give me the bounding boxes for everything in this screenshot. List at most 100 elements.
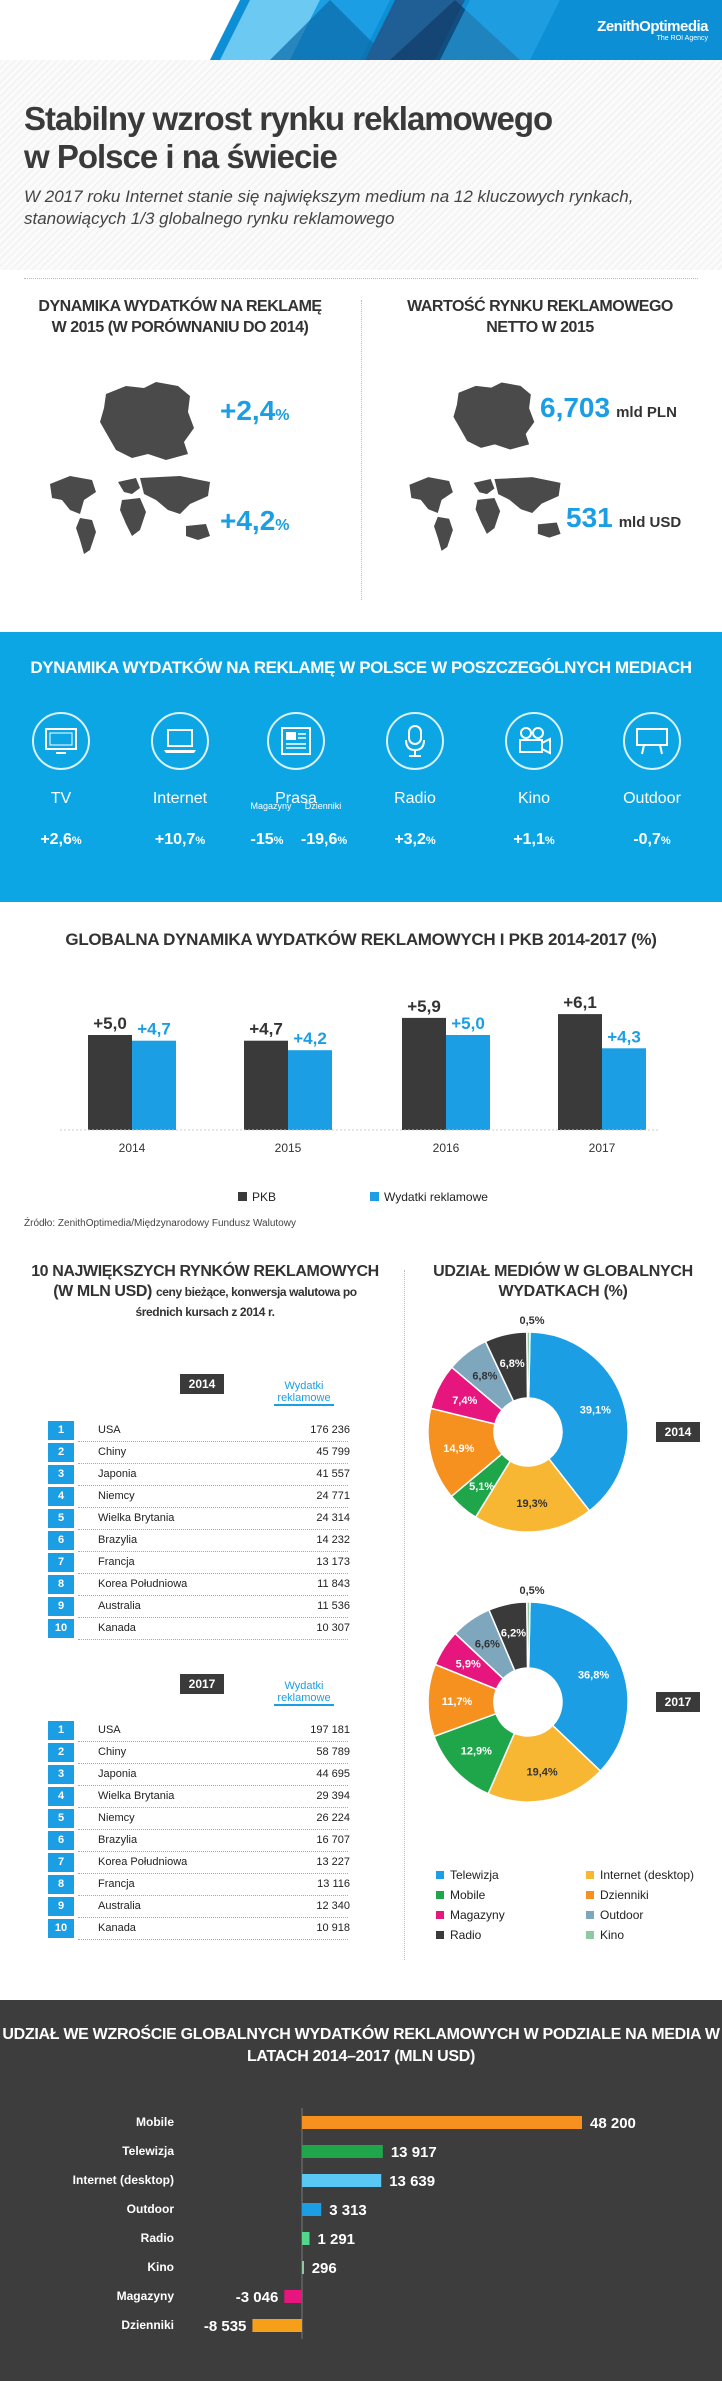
tv-icon [32, 712, 90, 770]
pie-year-tag [656, 1692, 700, 1712]
legend-item: Radio [436, 1928, 481, 1942]
poland-map-icon-2 [453, 382, 535, 450]
rank-number: 9 [48, 1597, 74, 1616]
country-name: Chiny [98, 1746, 127, 1758]
slice-label: 6,6% [475, 1639, 500, 1651]
slice-label: 6,2% [501, 1628, 526, 1640]
legend-label: Telewizja [450, 1868, 499, 1882]
top10-title: 10 NAJWIĘKSZYCH RYNKÓW REKLAMOWYCH (W ML… [31, 1263, 379, 1319]
media-value-dzienniki: -19,6% [300, 831, 348, 848]
country-name: Australia [98, 1900, 141, 1912]
header: Stabilny wzrost rynku reklamowego w Pols… [0, 60, 722, 270]
slice-label: 5,1% [469, 1481, 494, 1493]
rank-number: 2 [48, 1443, 74, 1462]
country-name: Chiny [98, 1446, 127, 1458]
media-poland-title: DYNAMIKA WYDATKÓW NA REKLAMĘ W POLSCE W … [30, 658, 692, 677]
top10-note: ceny bieżące, konwersja walutowa po śred… [135, 1285, 357, 1319]
page-subtitle: W 2017 roku Internet stanie się najwięks… [24, 187, 634, 228]
spend-header: Wydatki reklamowe [274, 1380, 334, 1406]
usd-value: 531 mld USD [566, 502, 682, 533]
dynamics-title: DYNAMIKA WYDATKÓW NA REKLAMĘ W 2015 (W P… [38, 298, 322, 336]
legend-swatch [586, 1871, 594, 1879]
pie-slice-internet-desktop- [487, 1724, 602, 1803]
spend-value: 197 181 [310, 1724, 350, 1736]
poland-dynamics: +2,4% [220, 395, 290, 426]
table-row: 5 Wielka Brytania 24 314 [48, 1508, 350, 1530]
rank-number: 2 [48, 1743, 74, 1762]
spend-value: 44 695 [316, 1768, 350, 1780]
data-label: -3 046 [236, 2289, 279, 2306]
rank-number: 3 [48, 1765, 74, 1784]
table-row: 3 Japonia 41 557 [48, 1464, 350, 1486]
spend-header: Wydatki reklamowe [274, 1680, 334, 1706]
table-row: 5 Niemcy 26 224 [48, 1808, 350, 1830]
media-name-radio: Radio [394, 790, 436, 807]
category-label: Outdoor [127, 2202, 175, 2216]
rank-number: 7 [48, 1853, 74, 1872]
slice-label: 0,5% [519, 1315, 544, 1327]
legend-item: Outdoor [586, 1908, 643, 1922]
legend-label: Magazyny [450, 1908, 505, 1922]
country-name: Kanada [98, 1922, 136, 1934]
pie-year-label: 2014 [665, 1425, 692, 1439]
category-label: Dzienniki [121, 2318, 174, 2332]
country-name: Niemcy [98, 1812, 135, 1824]
legend-item: Telewizja [436, 1868, 499, 1882]
laptop-icon [151, 712, 209, 770]
category-label: Telewizja [122, 2144, 174, 2158]
media-value-kino: +1,1% [513, 831, 555, 848]
rank-number: 9 [48, 1897, 74, 1916]
growth-bar-telewizja [302, 2145, 383, 2158]
media-kino: Kino +1,1% [484, 712, 584, 848]
slice-label: 0,5% [519, 1585, 544, 1597]
legend-item: Internet (desktop) [586, 1868, 694, 1882]
camera-icon [505, 712, 563, 770]
media-share-pies: 39,1% 19,3% 5,1% 14,9% 7,4% 6,8%6,8% 0,5% 2014 3… [427, 1315, 700, 1803]
media-outdoor: Outdoor -0,7% [602, 712, 702, 848]
country-name: Wielka Brytania [98, 1790, 175, 1802]
spend-value: 10 918 [316, 1922, 350, 1934]
growth-bar-radio [302, 2232, 310, 2245]
data-label: +5,0 [451, 1014, 485, 1033]
world-map-icon-2 [409, 477, 561, 551]
pie-slice-telewizja [527, 1331, 629, 1512]
x-tick-label: 2014 [119, 1141, 146, 1155]
sub-label-dzienniki: Dzienniki [304, 801, 342, 811]
media-internet: Internet +10,7% [130, 712, 230, 848]
spend-value: 24 314 [316, 1512, 350, 1524]
media-prasa: Prasa Magazyny Dzienniki -15% -19,6% [246, 712, 347, 848]
data-label: +5,9 [407, 997, 441, 1016]
market-value-title: WARTOŚĆ RYNKU REKLAMOWEGO NETTO W 2015 [407, 298, 673, 336]
slice-label: 11,7% [442, 1696, 473, 1708]
slice-label: 6,8% [500, 1358, 525, 1370]
media-name-prasa: Prasa [275, 790, 317, 807]
rank-number: 8 [48, 1875, 74, 1894]
legend-label: Radio [450, 1928, 482, 1942]
media-name-outdoor: Outdoor [623, 790, 681, 807]
country-name: Brazylia [98, 1834, 138, 1846]
table-row: 8 Korea Południowa 11 843 [48, 1574, 350, 1596]
brand-tagline: The ROI Agency [656, 35, 708, 42]
spend-value: 13 173 [316, 1556, 350, 1568]
spend-value: 14 232 [316, 1534, 350, 1546]
gdp-bar-chart: +5,0 +4,7 2014 +4,7 +4,2 2015 +5,9 +5,0 2016 +6,1… [60, 993, 660, 1204]
growth-bar-magazyny [284, 2290, 302, 2303]
spend-value: 13 116 [317, 1878, 350, 1890]
top-markets-section: 10 NAJWIĘKSZYCH RYNKÓW REKLAMOWYCH (W ML… [0, 1242, 722, 2000]
table-row: 6 Brazylia 16 707 [48, 1830, 350, 1852]
newspaper-icon [267, 712, 325, 770]
table-row: 6 Brazylia 14 232 [48, 1530, 350, 1552]
legend-swatch [586, 1891, 594, 1899]
x-tick-label: 2015 [275, 1141, 302, 1155]
country-name: Kanada [98, 1622, 136, 1634]
country-name: Francja [98, 1878, 135, 1890]
table-row: 9 Australia 11 536 [48, 1596, 350, 1618]
bar-wydatki-reklamowe-2017 [602, 1048, 646, 1130]
category-label: Internet (desktop) [73, 2173, 174, 2187]
country-name: Korea Południowa [98, 1578, 188, 1590]
country-name: USA [98, 1724, 121, 1736]
media-tv: TV +2,6% [11, 712, 111, 848]
growth-bar-mobile [302, 2116, 582, 2129]
data-label: +4,7 [137, 1020, 171, 1039]
slice-label: 6,8% [472, 1371, 497, 1383]
